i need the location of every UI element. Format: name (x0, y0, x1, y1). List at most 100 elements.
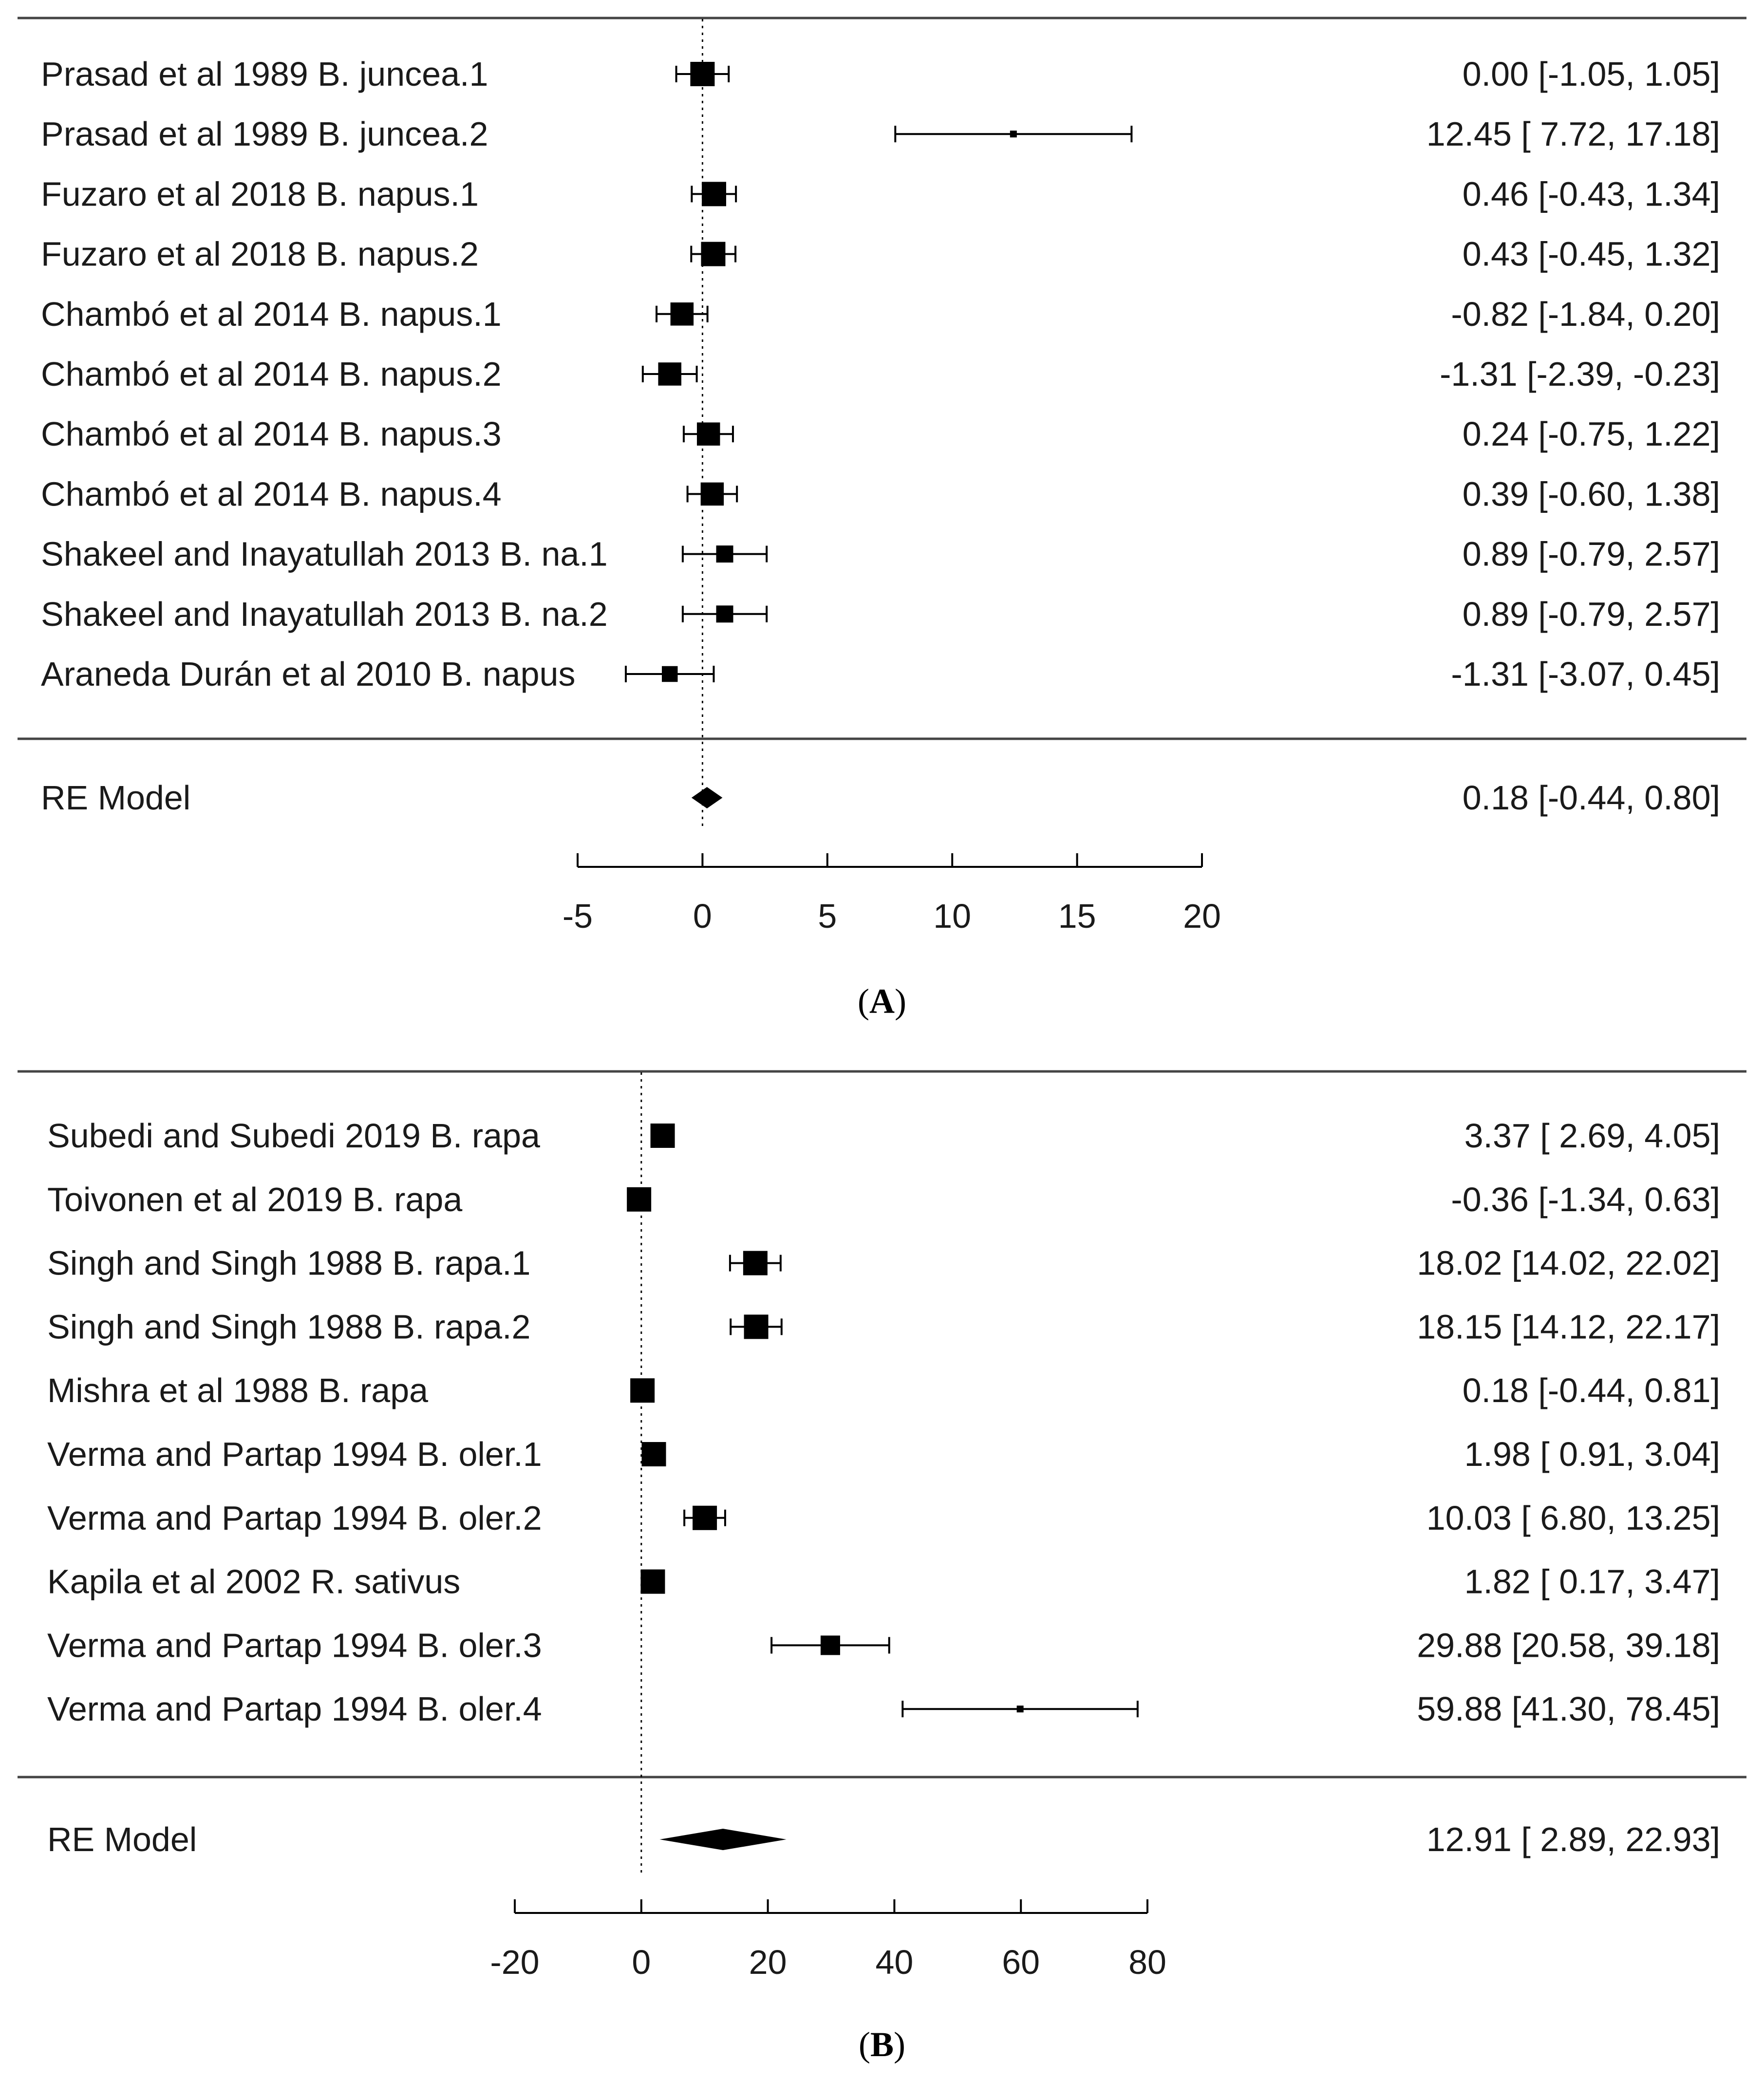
summary-ci-text: 0.18 [-0.44, 0.80] (1463, 779, 1720, 817)
study-row: Verma and Partap 1994 B. oler.2 10.03 [ 6… (47, 1499, 1720, 1537)
summary-row: RE Model 12.91 [ 2.89, 22.93] (47, 1820, 1720, 1858)
panel-caption: (B) (859, 2025, 905, 2064)
ci-text: 0.00 [-1.05, 1.05] (1463, 55, 1720, 93)
study-label: Singh and Singh 1988 B. rapa.1 (47, 1244, 530, 1282)
point-estimate-marker (690, 62, 715, 86)
ci-text: 1.98 [ 0.91, 3.04] (1464, 1435, 1720, 1473)
x-axis-tick-label: 0 (693, 897, 712, 935)
study-label: Prasad et al 1989 B. juncea.1 (41, 55, 488, 93)
study-row: Mishra et al 1988 B. rapa 0.18 [-0.44, 0.… (47, 1371, 1720, 1409)
x-axis-tick-label: 10 (933, 897, 971, 935)
x-axis-tick-label: 20 (1183, 897, 1221, 935)
study-row: Singh and Singh 1988 B. rapa.1 18.02 [14.… (47, 1244, 1720, 1282)
study-row: Chambó et al 2014 B. napus.3 0.24 [-0.75,… (41, 415, 1720, 453)
study-row: Shakeel and Inayatullah 2013 B. na.1 0.89… (41, 535, 1720, 573)
ci-text: 1.82 [ 0.17, 3.47] (1464, 1563, 1720, 1601)
ci-text: 12.45 [ 7.72, 17.18] (1426, 115, 1720, 153)
point-estimate-marker (640, 1569, 665, 1594)
panel-caption-letter: A (869, 982, 895, 1021)
point-estimate-marker (693, 1505, 717, 1530)
study-label: Araneda Durán et al 2010 B. napus (41, 655, 575, 693)
x-axis-tick-label: 40 (875, 1943, 913, 1981)
study-row: Toivonen et al 2019 B. rapa -0.36 [-1.34,… (47, 1181, 1720, 1218)
ci-text: 18.15 [14.12, 22.17] (1417, 1308, 1720, 1346)
forest-panel-a: Prasad et al 1989 B. juncea.1 0.00 [-1.05… (18, 17, 1746, 1021)
study-label: Subedi and Subedi 2019 B. rapa (47, 1117, 540, 1155)
ci-text: 0.89 [-0.79, 2.57] (1463, 595, 1720, 633)
study-row: Subedi and Subedi 2019 B. rapa 3.37 [ 2.6… (47, 1117, 1720, 1155)
x-axis-tick-label: 15 (1058, 897, 1096, 935)
point-estimate-marker (630, 1378, 655, 1403)
x-axis-tick-label: 20 (749, 1943, 787, 1981)
ci-text: -1.31 [-3.07, 0.45] (1451, 655, 1720, 693)
study-row: Shakeel and Inayatullah 2013 B. na.2 0.89… (41, 595, 1720, 633)
point-estimate-marker (716, 605, 733, 623)
study-label: Kapila et al 2002 R. sativus (47, 1563, 460, 1601)
study-label: Verma and Partap 1994 B. oler.1 (47, 1435, 542, 1473)
study-row: Chambó et al 2014 B. napus.2 -1.31 [-2.39… (41, 355, 1720, 393)
point-estimate-marker (716, 545, 733, 563)
point-estimate-marker (701, 182, 726, 206)
study-row: Verma and Partap 1994 B. oler.4 59.88 [41… (47, 1690, 1720, 1728)
study-label: Chambó et al 2014 B. napus.2 (41, 355, 502, 393)
ci-text: 10.03 [ 6.80, 13.25] (1426, 1499, 1720, 1537)
study-label: Chambó et al 2014 B. napus.4 (41, 475, 502, 513)
point-estimate-marker (627, 1187, 652, 1212)
point-estimate-marker (650, 1124, 675, 1148)
summary-diamond (691, 787, 723, 808)
study-row: Prasad et al 1989 B. juncea.1 0.00 [-1.05… (41, 55, 1720, 93)
study-label: Fuzaro et al 2018 B. napus.1 (41, 175, 479, 213)
study-row: Fuzaro et al 2018 B. napus.2 0.43 [-0.45,… (41, 235, 1720, 273)
panel-caption: (A) (858, 982, 906, 1021)
point-estimate-marker (661, 666, 678, 682)
study-label: Fuzaro et al 2018 B. napus.2 (41, 235, 479, 273)
study-row: Araneda Durán et al 2010 B. napus -1.31 [… (41, 655, 1720, 693)
study-label: Singh and Singh 1988 B. rapa.2 (47, 1308, 530, 1346)
point-estimate-marker (743, 1251, 768, 1275)
ci-text: -1.31 [-2.39, -0.23] (1440, 355, 1720, 393)
point-estimate-marker (1010, 131, 1017, 138)
summary-ci-text: 12.91 [ 2.89, 22.93] (1426, 1820, 1720, 1858)
study-label: Toivonen et al 2019 B. rapa (47, 1181, 462, 1218)
study-label: Verma and Partap 1994 B. oler.2 (47, 1499, 542, 1537)
study-label: Prasad et al 1989 B. juncea.2 (41, 115, 488, 153)
x-axis: -20 0 20 40 60 80 (490, 1899, 1166, 1981)
ci-text: 18.02 [14.02, 22.02] (1417, 1244, 1720, 1282)
study-row: Fuzaro et al 2018 B. napus.1 0.46 [-0.43,… (41, 175, 1720, 213)
study-row: Singh and Singh 1988 B. rapa.2 18.15 [14.… (47, 1308, 1720, 1346)
ci-text: 3.37 [ 2.69, 4.05] (1464, 1117, 1720, 1155)
study-label: Shakeel and Inayatullah 2013 B. na.2 (41, 595, 608, 633)
ci-text: 0.24 [-0.75, 1.22] (1463, 415, 1720, 453)
point-estimate-marker (700, 482, 724, 506)
x-axis-tick-label: -20 (490, 1943, 539, 1981)
study-label: Verma and Partap 1994 B. oler.3 (47, 1626, 542, 1664)
study-label: Shakeel and Inayatullah 2013 B. na.1 (41, 535, 608, 573)
point-estimate-marker (744, 1314, 769, 1339)
ci-text: -0.36 [-1.34, 0.63] (1451, 1181, 1720, 1218)
summary-label: RE Model (47, 1820, 197, 1858)
point-estimate-marker (820, 1635, 840, 1655)
study-row: Chambó et al 2014 B. napus.1 -0.82 [-1.84… (41, 295, 1720, 333)
panel-caption-letter: B (870, 2025, 894, 2064)
point-estimate-marker (701, 242, 726, 266)
point-estimate-marker (1016, 1705, 1024, 1713)
summary-diamond (659, 1829, 787, 1850)
study-row: Verma and Partap 1994 B. oler.1 1.98 [ 0.… (47, 1435, 1720, 1473)
ci-text: 0.89 [-0.79, 2.57] (1463, 535, 1720, 573)
ci-text: 0.46 [-0.43, 1.34] (1463, 175, 1720, 213)
forest-panel-b: Subedi and Subedi 2019 B. rapa 3.37 [ 2.6… (18, 1070, 1746, 2064)
study-label: Verma and Partap 1994 B. oler.4 (47, 1690, 542, 1728)
study-row: Prasad et al 1989 B. juncea.2 12.45 [ 7.7… (41, 115, 1720, 153)
ci-text: 59.88 [41.30, 78.45] (1417, 1690, 1720, 1728)
ci-text: 0.18 [-0.44, 0.81] (1463, 1371, 1720, 1409)
x-axis-tick-label: 80 (1128, 1943, 1166, 1981)
x-axis: -5 0 5 10 15 20 (563, 853, 1221, 935)
x-axis-tick-label: 0 (632, 1943, 651, 1981)
point-estimate-marker (641, 1442, 666, 1466)
study-label: Mishra et al 1988 B. rapa (47, 1371, 428, 1409)
x-axis-tick-label: 5 (818, 897, 837, 935)
ci-text: 29.88 [20.58, 39.18] (1417, 1626, 1720, 1664)
point-estimate-marker (658, 362, 681, 386)
x-axis-tick-label: 60 (1002, 1943, 1040, 1981)
